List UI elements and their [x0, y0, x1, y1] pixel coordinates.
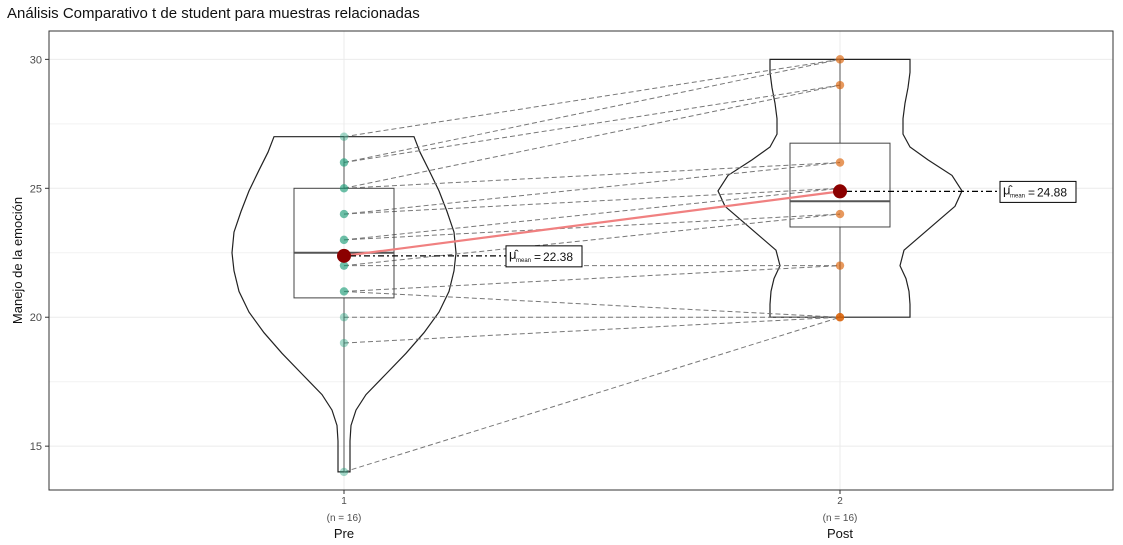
- mean-label-value: 24.88: [1037, 185, 1067, 199]
- mean-label-symbol: μ̂: [509, 247, 519, 262]
- mean-point: [833, 184, 847, 199]
- mean-label-eq: =: [534, 250, 541, 264]
- x-tick-label: 1: [341, 496, 347, 507]
- data-point: [339, 235, 349, 245]
- data-point: [835, 55, 845, 64]
- chart-title: Análisis Comparativo t de student para m…: [7, 5, 420, 22]
- paired-line: [343, 316, 841, 473]
- violin-post: [717, 58, 963, 318]
- paired-line: [343, 162, 841, 189]
- data-point: [339, 467, 349, 477]
- data-point: [339, 184, 349, 193]
- data-point: [835, 313, 845, 322]
- data-point: [835, 313, 845, 322]
- data-point: [835, 313, 845, 322]
- paired-line: [343, 162, 841, 215]
- mean-label-subscript: mean: [516, 258, 531, 264]
- paired-line: [343, 213, 841, 267]
- paired-line: [343, 84, 841, 189]
- paired-line: [343, 58, 841, 138]
- data-point: [835, 55, 845, 64]
- violin-pre: [231, 136, 457, 473]
- data-point: [835, 261, 845, 270]
- paired-line: [343, 58, 841, 164]
- data-point: [835, 313, 845, 322]
- mean-label: μ̂ mean = 22.38: [505, 245, 583, 268]
- data-point: [339, 313, 349, 322]
- data-point: [339, 132, 349, 141]
- data-point: [339, 287, 349, 296]
- data-point: [339, 158, 349, 167]
- paired-line: [343, 290, 841, 318]
- y-axis-label: Manejo de la emoción: [10, 197, 25, 324]
- data-point: [835, 80, 845, 90]
- mean-line: [343, 190, 841, 257]
- mean-label-value: 22.38: [543, 250, 573, 264]
- box-iqr: [789, 142, 891, 228]
- y-tick-label: 15: [30, 441, 42, 453]
- data-point: [339, 209, 349, 219]
- x-category-label: Pre: [334, 526, 354, 541]
- y-tick-label: 25: [30, 183, 42, 195]
- data-point: [835, 158, 845, 167]
- data-point: [339, 158, 349, 167]
- mean-label-symbol: μ̂: [1003, 182, 1013, 197]
- mean-label-eq: =: [1028, 185, 1035, 199]
- x-tick-n-label: (n = 16): [823, 513, 858, 524]
- y-tick-label: 20: [30, 312, 42, 324]
- data-point: [835, 261, 845, 270]
- data-point: [339, 261, 349, 270]
- paired-line: [343, 213, 841, 241]
- mean-label: μ̂ mean = 24.88: [999, 180, 1077, 203]
- data-point: [339, 235, 349, 245]
- x-category-label: Post: [827, 526, 853, 541]
- paired-line: [343, 316, 841, 344]
- data-point: [835, 158, 845, 167]
- x-tick-n-label: (n = 16): [327, 513, 362, 524]
- data-point: [339, 209, 349, 219]
- data-point: [835, 209, 845, 219]
- panel-border: [48, 30, 1114, 491]
- x-tick-label: 2: [837, 496, 843, 507]
- paired-line: [343, 187, 841, 241]
- paired-line: [343, 265, 841, 292]
- data-point: [339, 261, 349, 270]
- mean-label-box: [505, 245, 583, 268]
- data-point: [339, 184, 349, 193]
- box-iqr: [293, 187, 395, 299]
- y-tick-label: 30: [30, 54, 42, 66]
- data-point: [835, 209, 845, 219]
- paired-line: [343, 84, 841, 164]
- paired-line: [343, 187, 841, 215]
- mean-label-box: [999, 180, 1077, 203]
- mean-label-subscript: mean: [1010, 193, 1025, 199]
- data-point: [835, 80, 845, 90]
- data-point: [339, 338, 349, 348]
- data-point: [339, 287, 349, 296]
- mean-point: [337, 248, 351, 263]
